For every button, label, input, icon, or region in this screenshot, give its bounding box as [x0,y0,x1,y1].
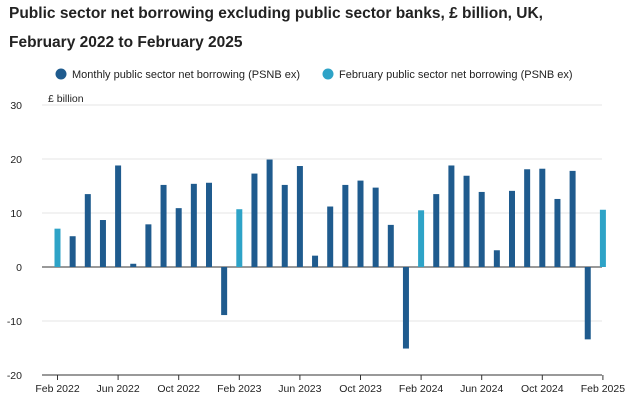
y-tick-label: -10 [7,316,22,328]
bar [599,209,606,267]
bar [387,224,394,267]
bar [190,183,197,267]
bar [584,267,591,340]
bar [448,165,455,267]
bar [509,190,515,267]
bar [357,180,364,267]
bar [463,175,470,267]
x-tick-label: Oct 2022 [157,383,200,395]
x-tick-label: Feb 2023 [217,383,262,395]
legend: Monthly public sector net borrowing (PSN… [55,68,573,81]
bar [221,267,228,316]
legend-marker [55,68,67,80]
x-tick-label: Feb 2025 [581,383,626,395]
bar [69,236,76,267]
legend-marker [322,68,334,80]
y-axis-label: £ billion [48,93,84,105]
bar [84,194,91,267]
bar [327,206,334,267]
y-tick-label: 0 [16,262,22,274]
y-tick-label: 10 [10,208,22,220]
legend-label: Monthly public sector net borrowing (PSN… [72,69,300,81]
bar [175,208,182,267]
x-tick-label: Feb 2024 [399,383,444,395]
x-tick-label: Jun 2024 [460,383,503,395]
x-tick-label: Oct 2024 [521,383,564,395]
bar [418,210,425,267]
bar [130,263,137,267]
bar [524,169,531,267]
bar [99,220,106,267]
y-tick-label: -20 [7,370,22,382]
chart-subtitle: February 2022 to February 2025 [9,34,243,51]
x-tick-label: Jun 2023 [278,383,321,395]
axes: -20 -10 0 10 20 30 £ billion Feb 2022 Jun 2022 Oc… [7,93,625,395]
bar [539,168,546,267]
bar [54,228,61,267]
bar [281,184,288,267]
bar [266,159,273,267]
chart-title: Public sector net borrowing excluding pu… [9,5,543,22]
bar [554,198,561,267]
bar [206,182,212,267]
bar [296,166,303,267]
x-tick-label: Feb 2022 [35,383,80,395]
bar [115,165,122,267]
bar [569,170,576,267]
bar [236,209,243,267]
legend-label: February public sector net borrowing (PS… [339,69,573,81]
y-tick-label: 20 [10,154,22,166]
x-tick-label: Oct 2023 [339,383,382,395]
bar [478,191,485,267]
bars [54,159,606,349]
x-tick-label: Jun 2022 [96,383,139,395]
bar [145,224,152,267]
bar [251,173,258,267]
gridlines [42,104,602,376]
bar [160,184,167,267]
bar [402,267,409,349]
bar [493,250,500,267]
bar [342,184,349,267]
y-tick-label: 30 [10,100,22,112]
bar [312,255,319,267]
bar [433,194,440,267]
bar [372,187,379,267]
